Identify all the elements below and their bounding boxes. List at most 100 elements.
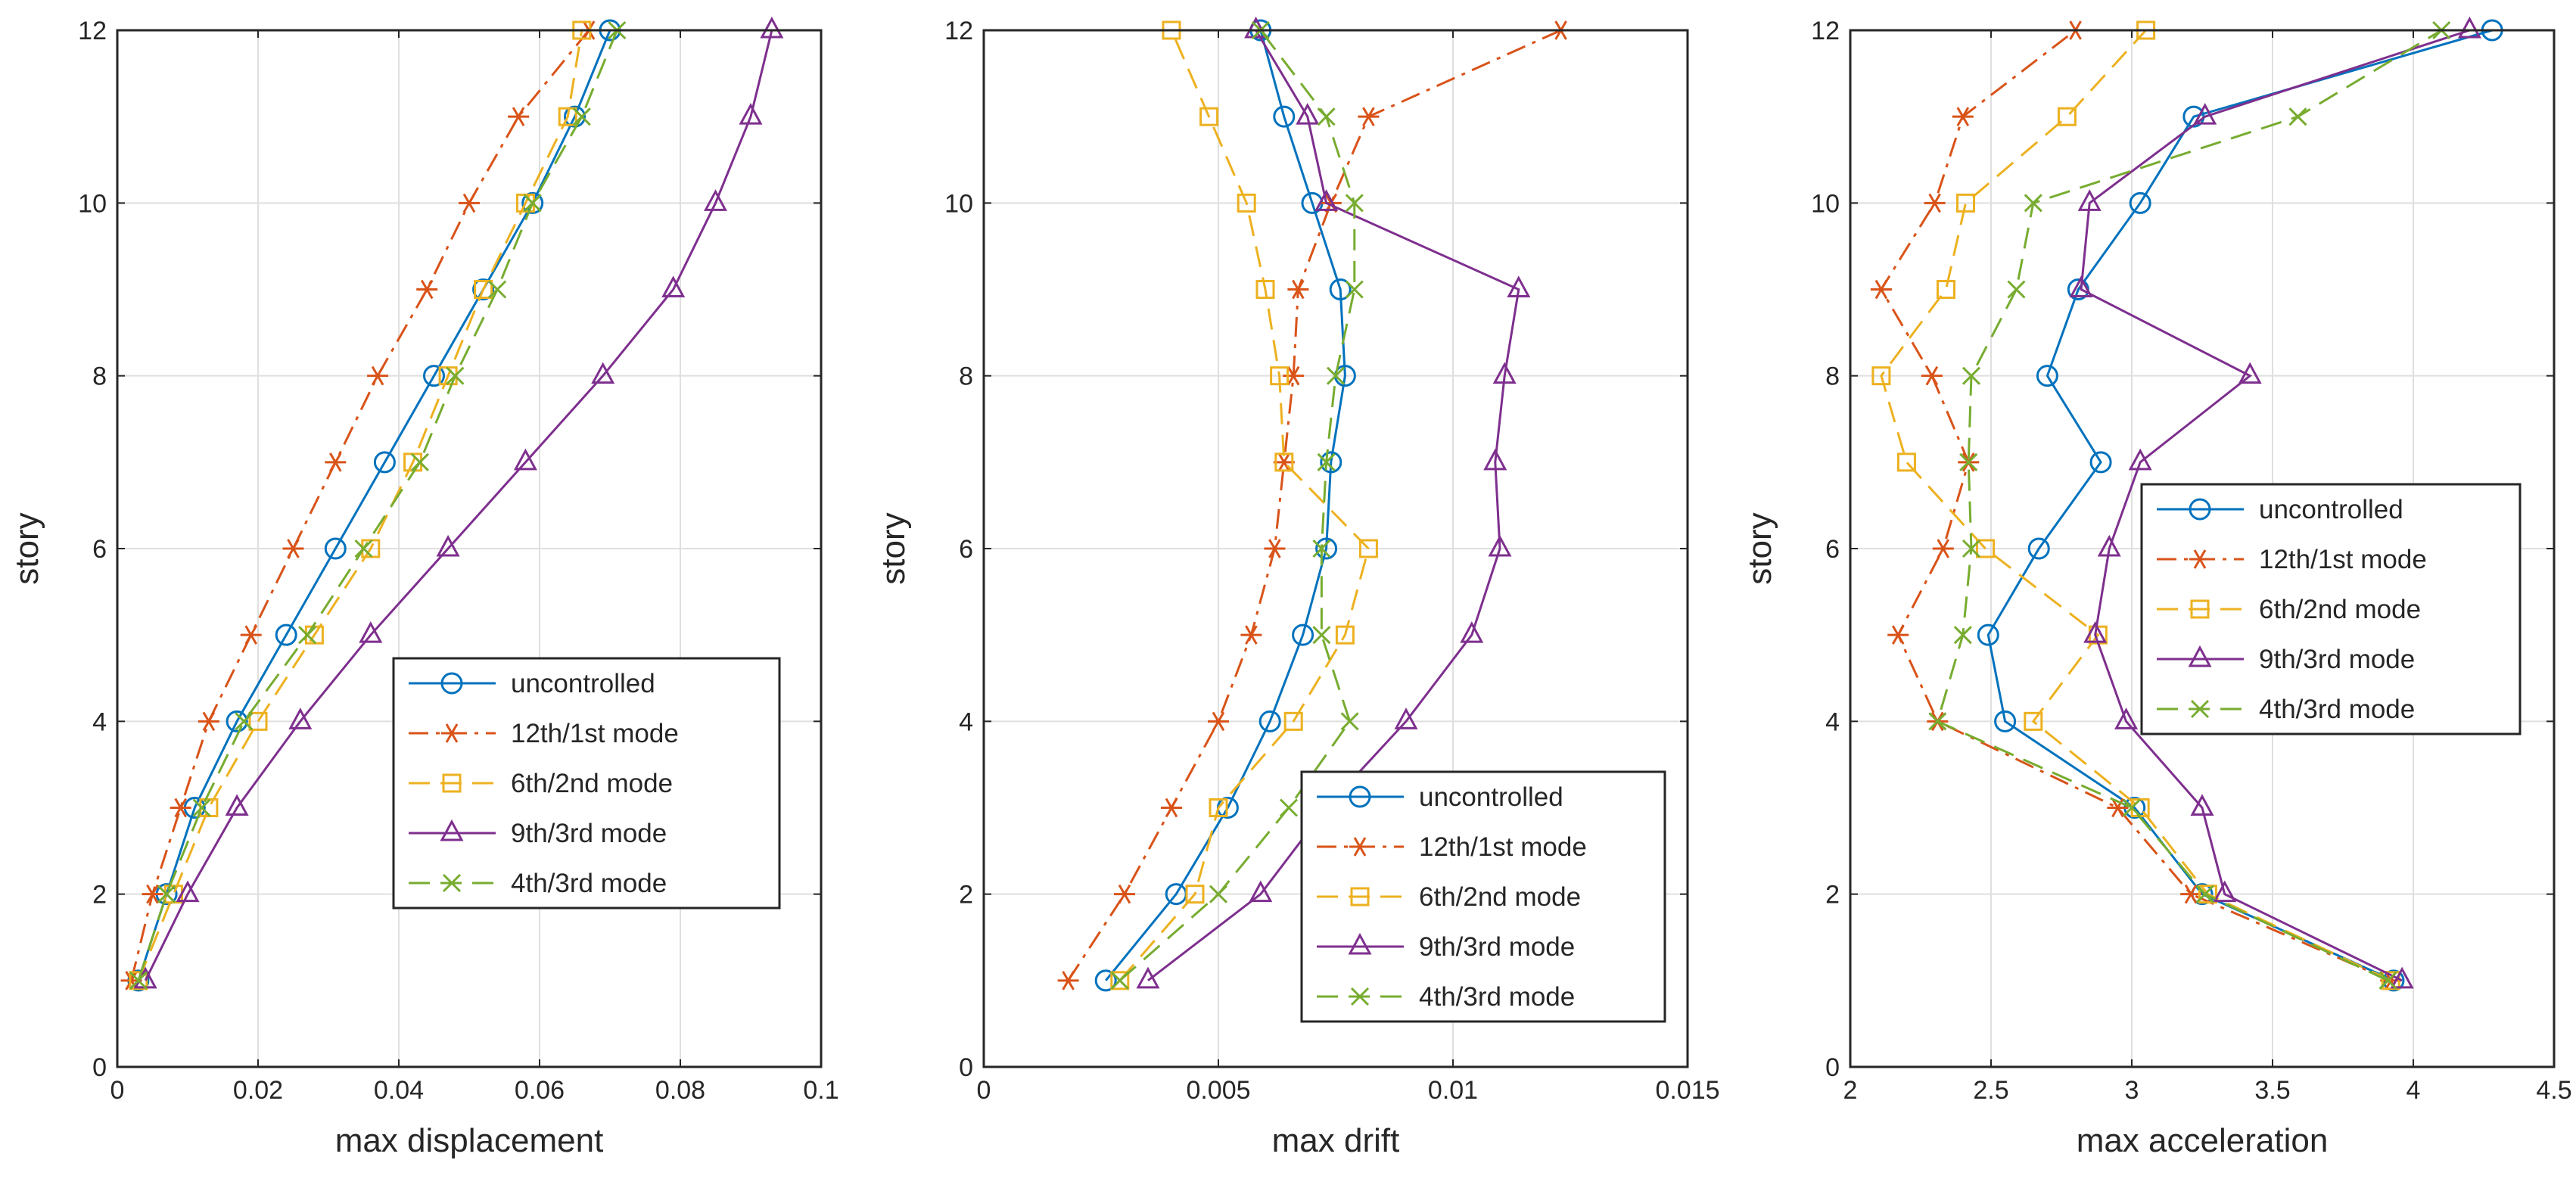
x-tick-label: 2: [1843, 1076, 1858, 1105]
y-axis-label: story: [875, 512, 912, 584]
data-point: [129, 971, 148, 990]
data-point: [2198, 885, 2217, 904]
legend-label: 6th/2nd mode: [2259, 595, 2421, 624]
x-axis-label: max drift: [1272, 1122, 1400, 1159]
data-point: [1329, 278, 1352, 300]
data-point: [1283, 711, 1303, 731]
data-point: [703, 189, 728, 211]
series-6th-2nd-mode: [1110, 20, 1378, 990]
data-point: [1870, 279, 1892, 300]
data-point: [459, 193, 480, 213]
axes-box: [982, 29, 1689, 1068]
legend-marker: [442, 873, 462, 893]
legend-marker: [440, 672, 463, 695]
legend-marker: [2189, 498, 2211, 521]
data-point: [325, 452, 347, 472]
data-point: [198, 711, 219, 732]
data-point: [2288, 107, 2307, 126]
data-point: [170, 798, 191, 818]
y-tick-label: 12: [1811, 17, 1840, 45]
y-tick-label: 12: [78, 17, 107, 45]
data-point: [2129, 191, 2151, 214]
data-point: [739, 103, 763, 125]
data-point: [2107, 798, 2129, 818]
data-point: [2390, 966, 2414, 989]
data-point: [1237, 193, 1256, 213]
y-tick-label: 10: [78, 189, 107, 218]
series-line: [1936, 29, 2442, 982]
series-line: [130, 30, 590, 981]
data-point: [1296, 103, 1320, 125]
data-point: [1110, 971, 1129, 990]
series-line: [2080, 29, 2470, 982]
y-tick-label: 8: [959, 362, 973, 391]
data-point: [1283, 365, 1305, 386]
x-tick-label: 0: [977, 1076, 991, 1105]
y-tick-label: 12: [944, 17, 973, 45]
legend-label: 4th/3rd mode: [1419, 982, 1575, 1012]
y-tick-label: 4: [92, 707, 107, 736]
series-4th-3rd-mode: [129, 20, 627, 990]
data-point: [1896, 452, 1916, 472]
data-point: [2122, 798, 2142, 817]
data-point: [488, 280, 507, 299]
data-point: [1240, 625, 1262, 645]
data-point: [1273, 105, 1296, 128]
data-point: [2083, 621, 2108, 643]
data-point: [235, 712, 254, 731]
y-tick-label: 2: [92, 881, 107, 910]
legend-label: uncontrolled: [2259, 495, 2403, 524]
legend-label: uncontrolled: [511, 669, 655, 698]
legend-marker: [1350, 887, 1370, 906]
chart-panel-1: 0 0.02 0.04 0.06 0.08 0.1 0 2 4 6 8 10 12 max displac…: [8, 16, 839, 1159]
data-point: [373, 451, 396, 474]
legend-label: 4th/3rd mode: [2259, 695, 2415, 724]
data-point: [1255, 280, 1275, 299]
data-point: [1921, 365, 1943, 386]
data-point: [1136, 966, 1160, 989]
data-point: [2128, 448, 2152, 471]
series-uncontrolled: [1977, 19, 2503, 992]
data-point: [1962, 539, 1981, 558]
legend-label: uncontrolled: [1419, 782, 1563, 812]
y-tick-label: 2: [1825, 881, 1840, 910]
data-point: [1110, 971, 1130, 990]
data-point: [2089, 451, 2112, 474]
data-point: [1924, 193, 1946, 213]
x-tick-label: 2.5: [1973, 1076, 2008, 1105]
legend: uncontrolled 12th/1st mode 6th/2nd mode 9th…: [2140, 483, 2522, 735]
x-tick-label: 3: [2125, 1076, 2139, 1105]
data-point: [1345, 194, 1364, 213]
data-point: [1483, 448, 1507, 471]
data-point: [1507, 275, 1531, 297]
x-tick-label: 0.01: [1428, 1076, 1478, 1105]
series-line: [1880, 29, 2391, 982]
data-point: [2007, 280, 2026, 299]
series-line: [1880, 29, 2391, 982]
data-point: [2077, 189, 2102, 211]
data-point: [1161, 798, 1182, 818]
data-point: [129, 971, 148, 990]
data-point: [1264, 539, 1286, 558]
data-point: [1956, 193, 1976, 213]
data-point: [1317, 107, 1336, 126]
data-point: [410, 452, 429, 471]
legend-label: 9th/3rd mode: [2259, 645, 2415, 674]
series-9th-3rd-mode: [2069, 16, 2481, 989]
data-point: [288, 707, 313, 729]
legend-marker: [1348, 932, 1372, 955]
data-point: [416, 279, 438, 300]
data-point: [572, 107, 591, 126]
legend-marker: [2190, 699, 2210, 719]
data-point: [760, 16, 784, 39]
axes-box: [116, 29, 823, 1068]
data-point: [1274, 452, 1294, 472]
data-point: [423, 365, 445, 387]
data-point: [2097, 534, 2121, 557]
series-line: [1986, 29, 2493, 982]
data-point: [1994, 710, 2017, 732]
y-tick-label: 8: [92, 362, 107, 391]
data-point: [2190, 794, 2214, 816]
data-point: [2024, 711, 2043, 731]
